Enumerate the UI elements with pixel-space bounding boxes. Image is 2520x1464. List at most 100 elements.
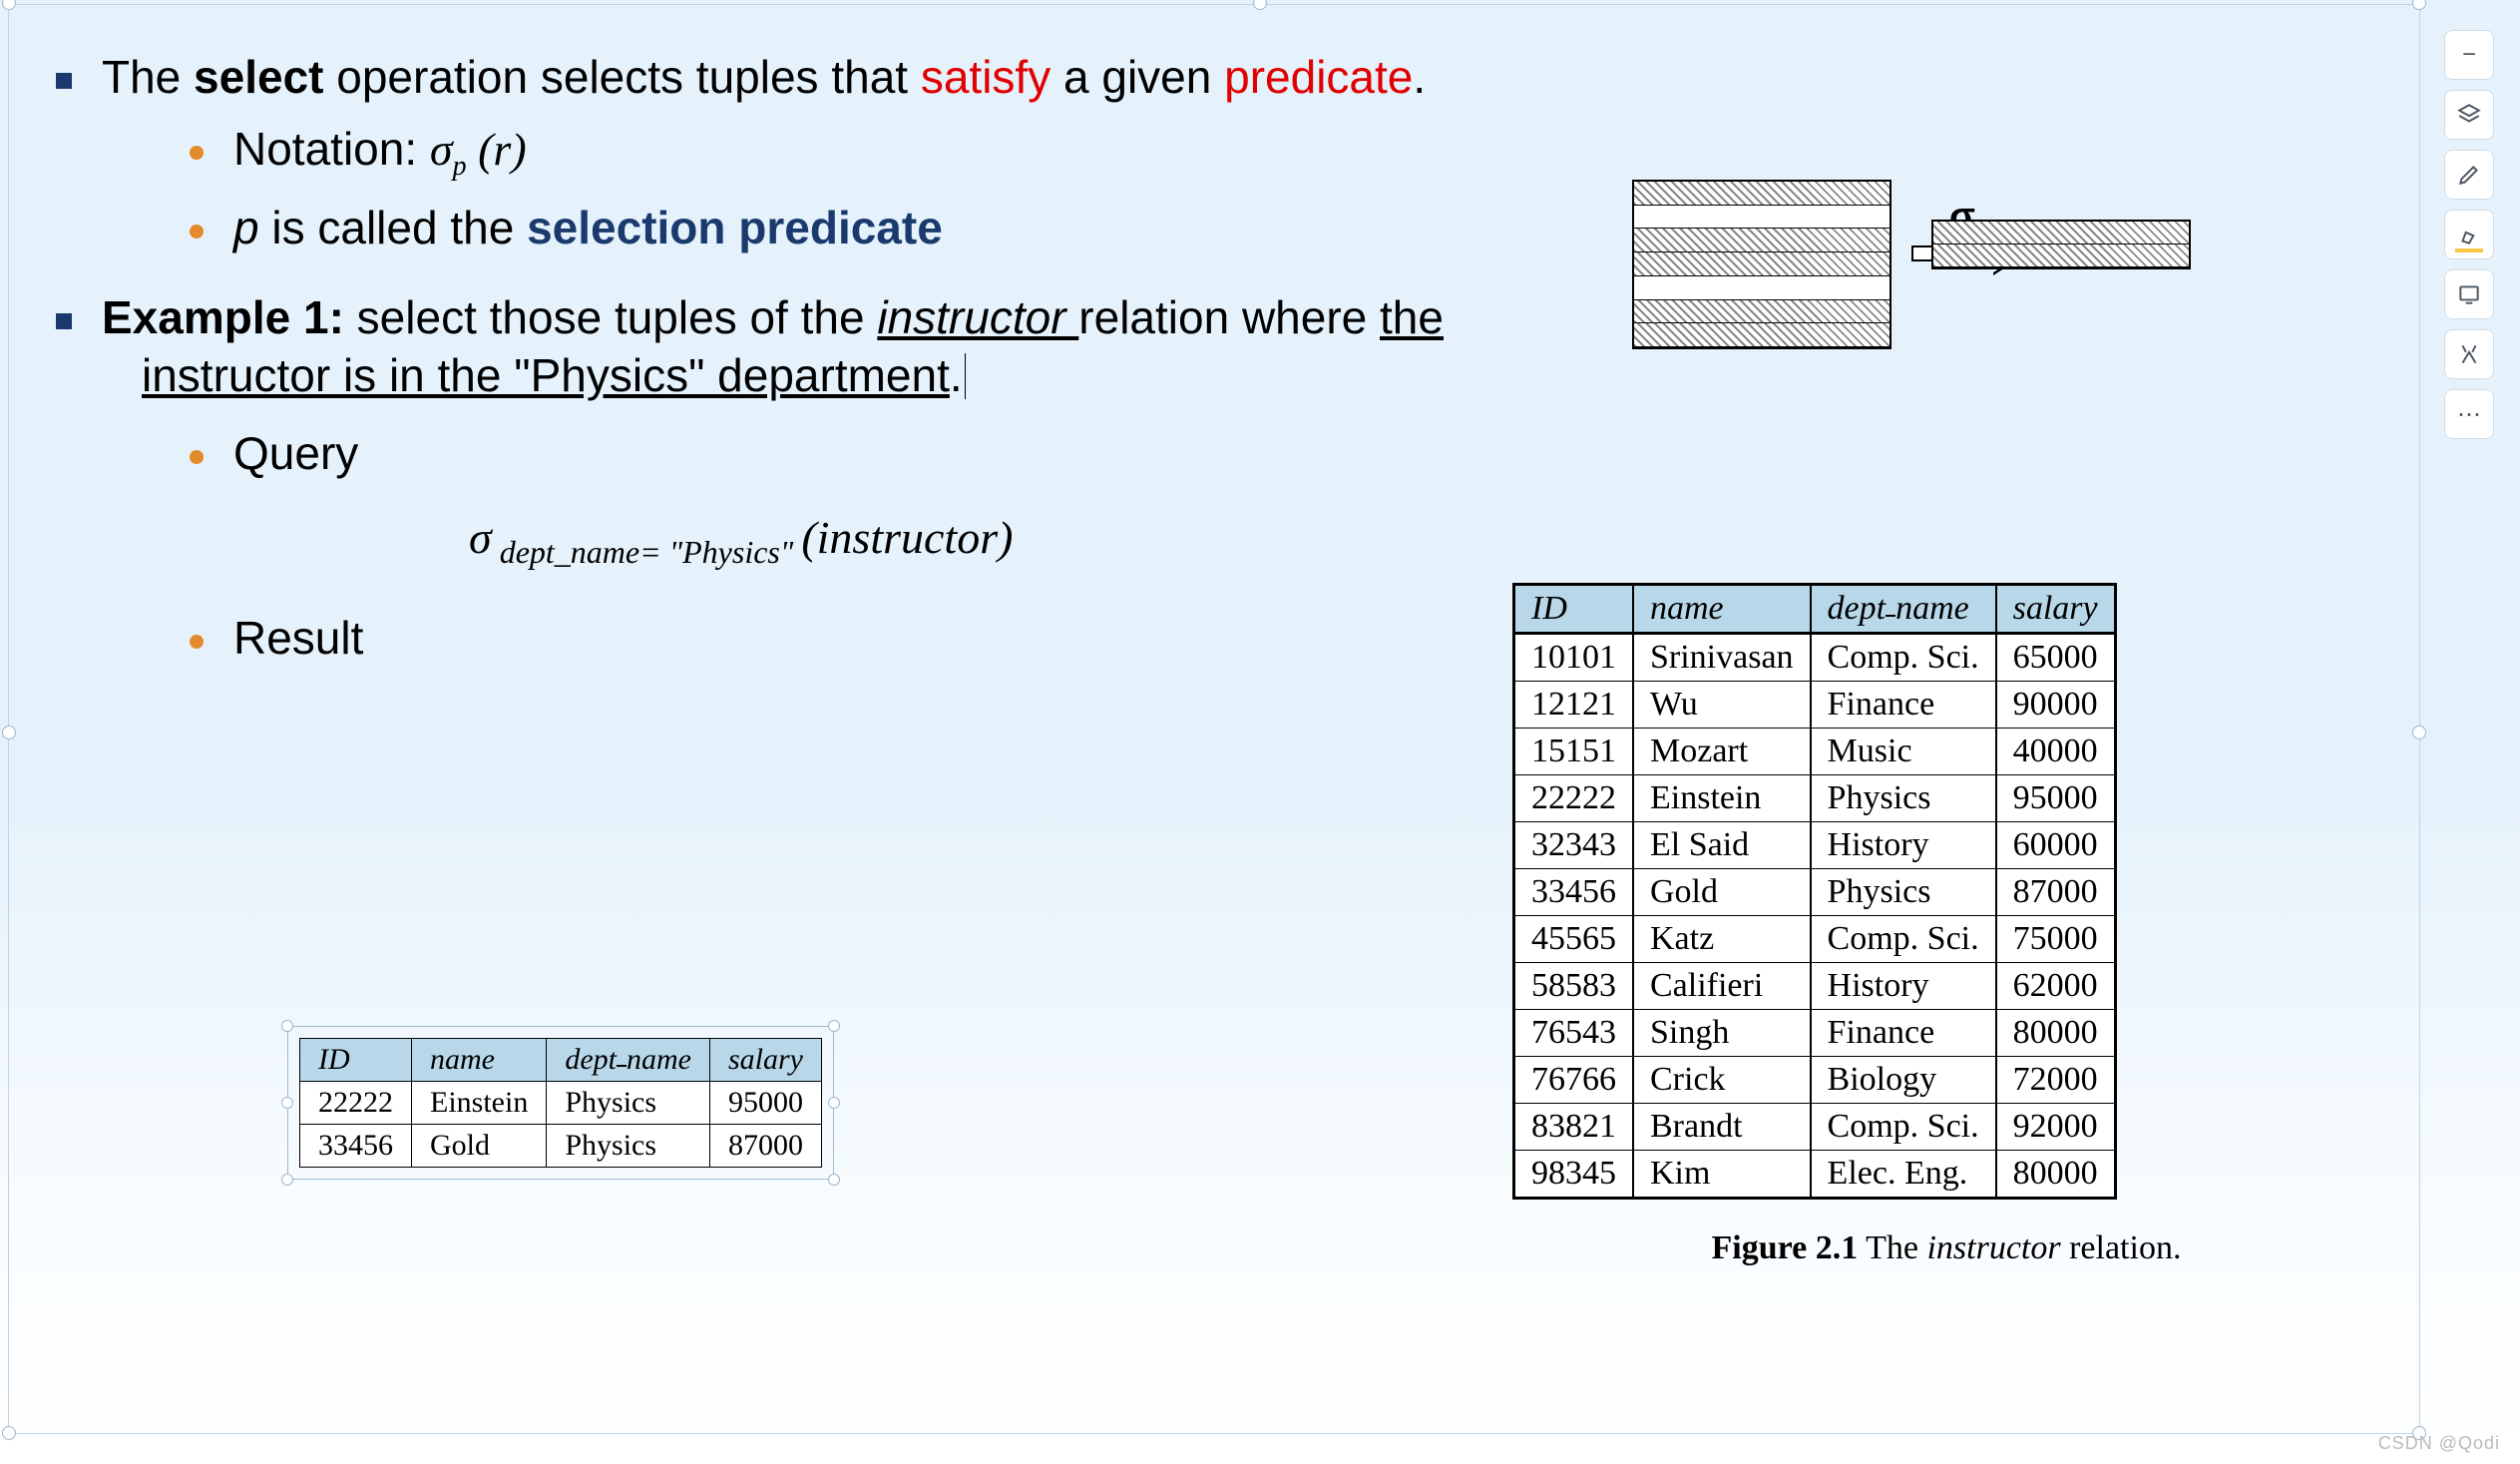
table-cell: Physics xyxy=(1811,775,1996,822)
image-selection-frame xyxy=(287,1026,834,1180)
text: The xyxy=(1858,1229,1926,1266)
table-cell: 62000 xyxy=(1996,963,2116,1010)
table-cell: 90000 xyxy=(1996,682,2116,729)
table-cell: 72000 xyxy=(1996,1057,2116,1104)
text: ( xyxy=(467,124,494,175)
table-cell: Califieri xyxy=(1633,963,1811,1010)
zoom-out-button[interactable]: − xyxy=(2444,30,2494,80)
table-cell: 22222 xyxy=(1514,775,1634,822)
query-expression: σ dept_name= "Physics" (instructor) xyxy=(469,510,2380,571)
relation-row xyxy=(1634,206,1890,230)
text: instructor xyxy=(1926,1229,2060,1266)
watermark: CSDN @Qodi xyxy=(2378,1433,2500,1454)
table-cell: History xyxy=(1811,822,1996,869)
table-cell: 10101 xyxy=(1514,634,1634,682)
text-the: the xyxy=(1380,291,1444,343)
layers-button[interactable] xyxy=(2444,90,2494,140)
slide-content: The select operation selects tuples that… xyxy=(50,40,2380,665)
sigma-symbol: σ xyxy=(469,512,492,563)
table-row: 83821BrandtComp. Sci.92000 xyxy=(1514,1104,2116,1151)
text-predicate: predicate xyxy=(1224,51,1413,103)
resize-handle[interactable] xyxy=(281,1097,293,1109)
more-button[interactable]: ⋯ xyxy=(2444,389,2494,439)
square-bullet-icon xyxy=(56,313,72,329)
instructor-table: IDnamedeptnamesalary 10101SrinivasanComp… xyxy=(1512,583,2117,1200)
table-row: 22222EinsteinPhysics95000 xyxy=(1514,775,2116,822)
text: instructor is in the "Physics" departmen… xyxy=(142,349,950,401)
table-cell: Finance xyxy=(1811,1010,1996,1057)
relation-row xyxy=(1634,182,1890,206)
table-cell: 76543 xyxy=(1514,1010,1634,1057)
relation-r: r xyxy=(493,124,511,175)
input-relation-box xyxy=(1632,180,1891,349)
table-cell: 87000 xyxy=(1996,869,2116,916)
relation-row xyxy=(1634,300,1890,324)
resize-handle-ml[interactable] xyxy=(2,726,16,739)
dot-bullet-icon xyxy=(190,450,204,464)
text: The xyxy=(102,51,194,103)
table-row: 45565KatzComp. Sci.75000 xyxy=(1514,916,2116,963)
table-cell: 95000 xyxy=(1996,775,2116,822)
table-cell: Srinivasan xyxy=(1633,634,1811,682)
table-row: 58583CalifieriHistory62000 xyxy=(1514,963,2116,1010)
table-cell: 45565 xyxy=(1514,916,1634,963)
resize-handle[interactable] xyxy=(281,1174,293,1186)
relation-name: instructor xyxy=(817,512,998,563)
table-header-cell: salary xyxy=(1996,585,2116,634)
resize-handle[interactable] xyxy=(828,1020,840,1032)
text: . xyxy=(950,349,963,401)
bullet-sub-query: Query xyxy=(190,426,2380,480)
resize-handle-mr[interactable] xyxy=(2412,726,2426,739)
select-operation-diagram: σ xyxy=(1632,180,2191,359)
resize-handle[interactable] xyxy=(828,1097,840,1109)
p-var: p xyxy=(233,202,259,253)
text-satisfy: satisfy xyxy=(921,51,1050,103)
resize-handle-bl[interactable] xyxy=(2,1426,16,1440)
result-relation-figure[interactable]: IDnamedeptnamesalary 22222EinsteinPhysic… xyxy=(299,1038,822,1168)
table-cell: 98345 xyxy=(1514,1151,1634,1199)
highlight-icon xyxy=(2456,222,2482,247)
highlight-button[interactable] xyxy=(2444,210,2494,259)
query-label: Query xyxy=(233,427,358,479)
table-cell: 60000 xyxy=(1996,822,2116,869)
table-row: 32343El SaidHistory60000 xyxy=(1514,822,2116,869)
table-row: 98345KimElec. Eng.80000 xyxy=(1514,1151,2116,1199)
table-cell: 92000 xyxy=(1996,1104,2116,1151)
table-cell: Crick xyxy=(1633,1057,1811,1104)
table-header-cell: deptname xyxy=(1811,585,1996,634)
table-header-cell: ID xyxy=(1514,585,1634,634)
table-cell: Katz xyxy=(1633,916,1811,963)
table-cell: 15151 xyxy=(1514,729,1634,775)
tools-button[interactable] xyxy=(2444,329,2494,379)
dot-bullet-icon xyxy=(190,225,204,239)
table-cell: Comp. Sci. xyxy=(1811,634,1996,682)
relation-row xyxy=(1634,252,1890,276)
table-cell: 80000 xyxy=(1996,1010,2116,1057)
resize-handle[interactable] xyxy=(828,1174,840,1186)
screen-icon xyxy=(2456,281,2482,307)
text: . xyxy=(1413,51,1426,103)
square-bullet-icon xyxy=(56,73,72,89)
table-cell: Finance xyxy=(1811,682,1996,729)
text: relation. xyxy=(2061,1229,2182,1266)
table-row: 76543SinghFinance80000 xyxy=(1514,1010,2116,1057)
pen-button[interactable] xyxy=(2444,150,2494,200)
table-cell: 80000 xyxy=(1996,1151,2116,1199)
fig-number: Figure 2.1 xyxy=(1712,1229,1859,1266)
screen-button[interactable] xyxy=(2444,269,2494,319)
resize-handle[interactable] xyxy=(281,1020,293,1032)
text: is called the xyxy=(259,202,527,253)
sigma-symbol: σ xyxy=(430,124,453,175)
table-cell: Brandt xyxy=(1633,1104,1811,1151)
table-cell: 58583 xyxy=(1514,963,1634,1010)
table-row: 76766CrickBiology72000 xyxy=(1514,1057,2116,1104)
pen-icon xyxy=(2456,162,2482,188)
table-cell: Wu xyxy=(1633,682,1811,729)
table-row: 15151MozartMusic40000 xyxy=(1514,729,2116,775)
layers-icon xyxy=(2456,102,2482,128)
result-label: Result xyxy=(233,612,363,664)
text: select those tuples of the xyxy=(344,291,877,343)
table-row: 10101SrinivasanComp. Sci.65000 xyxy=(1514,634,2116,682)
output-relation-box xyxy=(1931,220,2191,269)
text: relation where xyxy=(1078,291,1380,343)
